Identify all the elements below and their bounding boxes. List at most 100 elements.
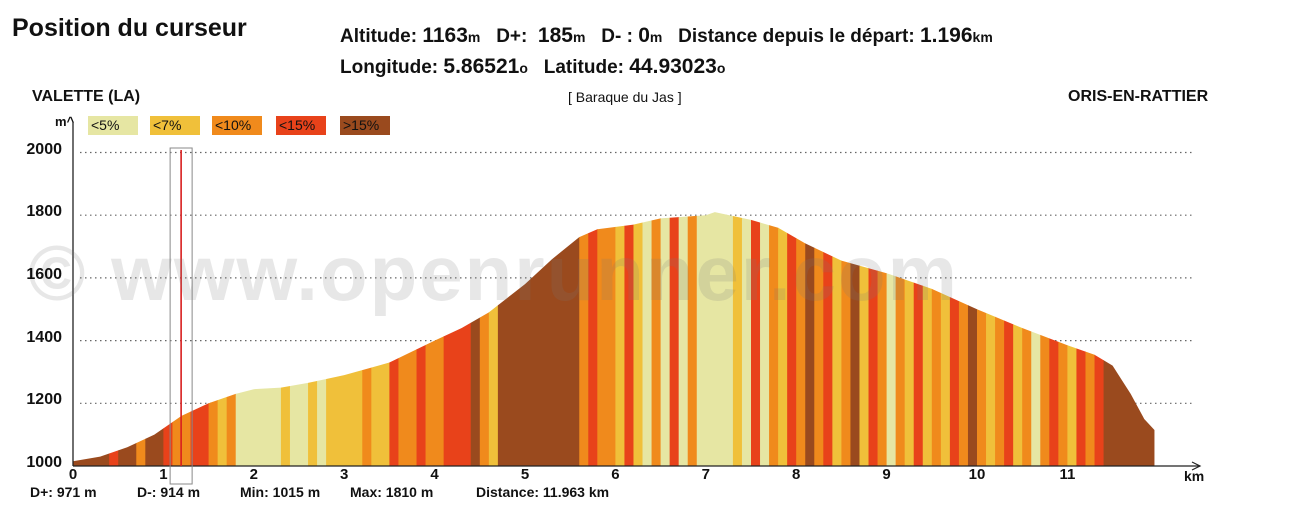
slope-segment-43 <box>751 212 761 466</box>
x-tick-label-1: 1 <box>159 466 168 483</box>
slope-segment-32 <box>624 212 634 466</box>
x-tick-label-4: 4 <box>430 466 439 483</box>
x-tick-label-8: 8 <box>792 466 801 483</box>
slope-segment-68 <box>977 212 987 466</box>
slope-segment-46 <box>778 212 788 466</box>
dplus-label: D+: <box>496 26 528 47</box>
altitude-label: Altitude: <box>340 26 418 47</box>
y-tick-label-1400: 1400 <box>26 328 62 346</box>
legend-item-lt15: <15% <box>276 116 326 135</box>
x-axis-unit: km <box>1184 468 1205 484</box>
slope-segment-71 <box>1004 212 1014 466</box>
slope-segment-73 <box>1022 212 1032 466</box>
route-waypoint-name: [ Baraque du Jas ] <box>568 89 682 105</box>
slope-segment-57 <box>877 212 887 466</box>
slope-segment-59 <box>895 212 906 466</box>
slope-segment-72 <box>1013 212 1023 466</box>
x-tick-label-6: 6 <box>611 466 620 483</box>
slope-segment-49 <box>805 212 815 466</box>
legend-item-gt15: >15% <box>340 116 390 135</box>
route-start-name: VALETTE (LA) <box>32 88 141 105</box>
stat-total-ascent: D+: 971 m <box>30 484 97 500</box>
slope-segment-29 <box>588 212 598 466</box>
slope-segment-82 <box>1103 212 1155 466</box>
slope-segment-26 <box>488 212 499 466</box>
stat-total-descent: D-: 914 m <box>137 484 201 500</box>
cursor-info-line-2: Longitude: 5.86521o Latitude: 44.93023o <box>340 55 725 79</box>
y-tick-label-2000: 2000 <box>26 140 62 158</box>
distance-unit: km <box>972 29 993 45</box>
slope-segment-37 <box>669 212 680 466</box>
cursor-marker-box <box>169 147 193 485</box>
longitude-label: Longitude: <box>340 57 439 78</box>
slope-segment-81 <box>1094 212 1104 466</box>
route-end-name: ORIS-EN-RATTIER <box>1068 88 1209 105</box>
x-tick-label-3: 3 <box>340 466 349 483</box>
latitude-value: 44.93023 <box>629 55 717 78</box>
slope-segment-39 <box>687 212 698 466</box>
slope-segment-63 <box>931 212 942 466</box>
slope-segment-55 <box>859 212 869 466</box>
y-tick-label-1600: 1600 <box>26 265 62 283</box>
stat-min-altitude: Min: 1015 m <box>240 484 321 500</box>
slope-segment-64 <box>940 212 951 466</box>
y-tick-label-1800: 1800 <box>26 203 62 221</box>
watermark-text: © www.openrunner.com <box>28 229 960 317</box>
slope-segment-79 <box>1076 212 1086 466</box>
slope-segment-75 <box>1040 212 1050 466</box>
slope-segment-53 <box>841 212 851 466</box>
dminus-unit: m <box>649 29 663 45</box>
legend-item-lt5: <5% <box>88 116 138 135</box>
longitude-unit: o <box>519 60 528 76</box>
slope-segment-48 <box>796 212 806 466</box>
y-axis-unit: m^ <box>55 114 75 129</box>
dminus-value: 0 <box>638 24 650 47</box>
slope-segment-70 <box>995 212 1005 466</box>
slope-segment-47 <box>787 212 797 466</box>
x-tick-label-0: 0 <box>68 466 78 483</box>
slope-segment-65 <box>949 212 960 466</box>
dminus-label: D- : <box>601 26 633 47</box>
slope-segment-61 <box>913 212 924 466</box>
cursor-position-title: Position du curseur <box>12 14 247 42</box>
slope-segment-35 <box>651 212 661 466</box>
slope-segment-36 <box>660 212 671 466</box>
slope-segment-69 <box>986 212 996 466</box>
legend-item-lt10: <10% <box>212 116 262 135</box>
slope-segment-41 <box>732 212 743 466</box>
y-tick-label-1000: 1000 <box>26 454 62 471</box>
legend-item-lt7: <7% <box>150 116 200 135</box>
slope-segment-40 <box>696 212 734 466</box>
slope-segment-52 <box>832 212 842 466</box>
slope-segment-74 <box>1031 212 1041 466</box>
slope-segment-28 <box>579 212 589 466</box>
dplus-value: 185 <box>537 24 573 47</box>
x-tick-label-10: 10 <box>968 466 986 483</box>
slope-segment-45 <box>769 212 779 466</box>
latitude-label: Latitude: <box>543 57 624 78</box>
slope-segment-58 <box>886 212 897 466</box>
slope-segment-54 <box>850 212 860 466</box>
slope-segment-78 <box>1067 212 1077 466</box>
slope-segment-30 <box>597 212 616 466</box>
slope-segment-38 <box>678 212 689 466</box>
stat-total-distance: Distance: 11.963 km <box>476 484 610 500</box>
slope-segment-33 <box>633 212 643 466</box>
slope-segment-34 <box>642 212 652 466</box>
slope-segment-31 <box>615 212 625 466</box>
slope-segment-77 <box>1058 212 1068 466</box>
slope-segment-66 <box>958 212 969 466</box>
slope-segment-80 <box>1085 212 1095 466</box>
x-tick-label-5: 5 <box>520 466 530 483</box>
x-axis-arrow <box>1191 461 1202 471</box>
x-tick-label-2: 2 <box>249 466 258 483</box>
x-tick-label-9: 9 <box>882 466 891 483</box>
altitude-unit: m <box>467 29 481 45</box>
altitude-value: 1163 <box>422 24 468 47</box>
slope-segment-44 <box>760 212 770 466</box>
slope-segment-50 <box>814 212 824 466</box>
slope-segment-60 <box>904 212 915 466</box>
x-tick-label-7: 7 <box>701 466 710 483</box>
stat-max-altitude: Max: 1810 m <box>350 484 434 500</box>
